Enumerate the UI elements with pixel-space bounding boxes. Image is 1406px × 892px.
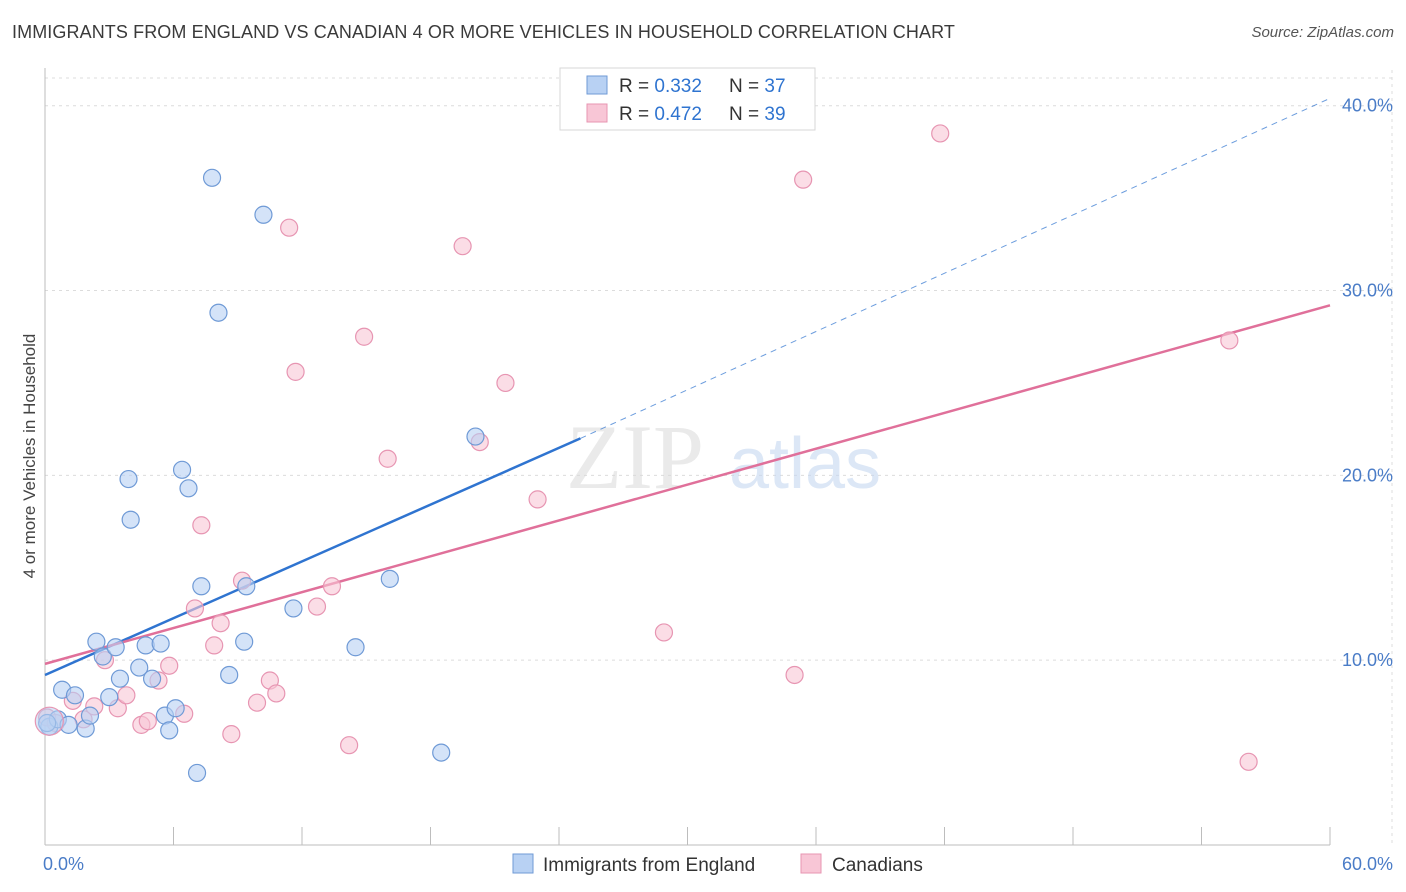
canadians-point-7: [117, 686, 136, 705]
canadians-point-19: [247, 693, 267, 712]
england-point-28: [235, 632, 254, 651]
canadians-point-23: [286, 362, 305, 381]
england-point-26: [209, 303, 228, 322]
canadians-point-13: [185, 599, 205, 618]
canadians-point-27: [355, 327, 374, 346]
england-point-12: [119, 469, 138, 489]
canadians-point-34: [785, 665, 804, 685]
correlation-legend: R = 0.332 N = 37 R = 0.472 N = 39: [559, 67, 816, 131]
england-trend-extension: [580, 97, 1331, 439]
chart-title: IMMIGRANTS FROM ENGLAND VS CANADIAN 4 OR…: [12, 22, 955, 42]
england-point-24: [192, 577, 211, 596]
series-legend-swatch-pink: [800, 853, 822, 874]
y-tick-label-2: 30.0%: [1342, 281, 1393, 301]
svg-text:R = 0.472: R = 0.472: [619, 104, 702, 125]
gridlines: [45, 70, 1393, 845]
legend-n-value-1: 37: [764, 76, 785, 97]
england-point-20: [166, 699, 185, 718]
england-point-34: [432, 743, 451, 762]
canadians-point-17: [222, 725, 241, 744]
england-trend-line: [44, 437, 581, 677]
canadians-point-9: [138, 712, 157, 731]
canadians-point-24: [307, 597, 327, 616]
legend-n-value-2: 39: [764, 104, 785, 125]
legend-n-label-2: N =: [729, 104, 764, 125]
england-point-17: [151, 634, 170, 653]
england-point-13: [121, 510, 140, 529]
tick-labels: 10.0% 20.0% 30.0% 40.0% 0.0% 60.0%: [43, 96, 1393, 874]
source-credit: Source: ZipAtlas.com: [1251, 24, 1394, 41]
series-legend-label-pink: Canadians: [832, 855, 923, 876]
canadians-point-25: [322, 577, 342, 596]
data-points: [34, 124, 1258, 783]
trend-lines: [44, 97, 1331, 677]
origin-cluster-point: [34, 706, 64, 736]
england-point-9: [100, 688, 119, 707]
england-point-21: [172, 460, 192, 479]
legend-swatch-blue: [586, 75, 608, 95]
england-point-4: [65, 686, 85, 705]
canadians-point-16: [211, 614, 230, 633]
legend-r-value-1: 0.332: [654, 76, 702, 97]
england-point-33: [380, 569, 399, 588]
legend-r-label-2: R =: [619, 104, 654, 125]
england-point-16: [142, 669, 162, 688]
canadians-point-38: [1239, 752, 1258, 771]
canadians-point-14: [192, 516, 211, 535]
canadians-point-35: [794, 170, 813, 189]
england-point-6: [80, 706, 100, 725]
england-point-22: [179, 479, 198, 498]
y-tick-label-3: 40.0%: [1342, 96, 1393, 116]
england-point-23: [187, 763, 207, 783]
england-point-35: [466, 427, 485, 446]
england-point-15: [136, 636, 155, 655]
england-point-25: [202, 168, 222, 187]
y-tick-label-1: 20.0%: [1342, 465, 1393, 485]
series-legend-swatch-blue: [512, 853, 534, 874]
canadians-point-28: [378, 449, 397, 468]
england-point-19: [160, 721, 179, 740]
england-point-30: [254, 205, 273, 224]
canadians-point-32: [528, 490, 547, 509]
legend-n-label-1: N =: [729, 76, 764, 97]
england-point-27: [220, 665, 239, 685]
canadians-point-21: [267, 684, 286, 703]
canadians-point-36: [931, 124, 950, 143]
legend-swatch-pink: [586, 103, 608, 123]
england-point-10: [106, 638, 125, 657]
canadians-point-11: [160, 656, 179, 675]
canadians-trend-line: [44, 304, 1331, 666]
watermark-zip: ZIP: [566, 406, 704, 508]
canadians-point-26: [340, 736, 359, 755]
england-point-31: [284, 599, 303, 618]
y-axis-label: 4 or more Vehicles in Household: [20, 334, 39, 579]
legend-r-label-1: R =: [619, 76, 654, 97]
series-legend: Immigrants from England Canadians: [512, 853, 923, 876]
canadians-point-29: [453, 237, 472, 256]
svg-text:N = 37: N = 37: [729, 76, 786, 97]
svg-text:N = 39: N = 39: [729, 104, 786, 125]
england-point-11: [110, 669, 130, 688]
canadians-point-15: [205, 636, 224, 655]
england-point-29: [237, 577, 256, 596]
england-point-8: [93, 647, 112, 666]
series-legend-label-blue: Immigrants from England: [543, 855, 755, 876]
x-tick-label-0: 0.0%: [43, 854, 84, 874]
canadians-point-37: [1220, 331, 1239, 350]
legend-r-value-2: 0.472: [654, 104, 702, 125]
canadians-point-31: [496, 373, 515, 393]
x-tick-label-1: 60.0%: [1342, 854, 1393, 874]
canadians-point-22: [280, 218, 299, 237]
watermark: ZIP atlas: [566, 406, 881, 508]
canadians-point-33: [654, 623, 674, 642]
svg-text:R = 0.332: R = 0.332: [619, 76, 702, 97]
england-point-14: [130, 658, 149, 677]
y-tick-label-0: 10.0%: [1342, 650, 1393, 670]
england-point-32: [346, 638, 365, 657]
